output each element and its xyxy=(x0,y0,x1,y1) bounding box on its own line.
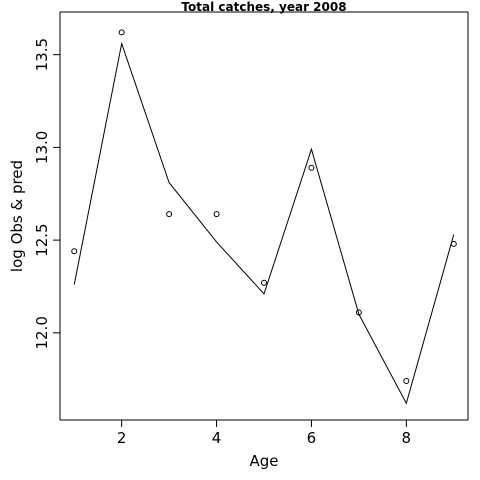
x-axis-label: Age xyxy=(249,452,278,470)
y-axis: 12.0 12.5 13.0 13.5 xyxy=(33,38,61,350)
y-tick-label: 13.5 xyxy=(33,38,51,71)
y-tick-label: 13.0 xyxy=(33,131,51,164)
chart-title: Total catches, year 2008 xyxy=(181,0,346,14)
observed-point xyxy=(118,29,125,36)
observed-point xyxy=(261,279,267,286)
observed-point xyxy=(166,211,173,218)
y-axis-label: log Obs & pred xyxy=(8,160,26,272)
observed-point xyxy=(213,211,220,218)
y-tick-label: 12.5 xyxy=(33,223,51,256)
observed-point xyxy=(308,164,315,171)
series-layer xyxy=(71,29,457,405)
x-tick-label: 8 xyxy=(402,429,412,447)
observed-point xyxy=(403,378,410,385)
x-tick-label: 2 xyxy=(117,429,127,447)
predicted-line xyxy=(73,41,455,405)
x-tick-label: 4 xyxy=(212,429,222,447)
x-axis: 2 4 6 8 xyxy=(117,419,412,447)
plot-frame xyxy=(59,11,469,421)
y-tick-label: 12.0 xyxy=(33,316,51,349)
observed-point xyxy=(71,248,78,255)
x-tick-label: 6 xyxy=(307,429,317,447)
